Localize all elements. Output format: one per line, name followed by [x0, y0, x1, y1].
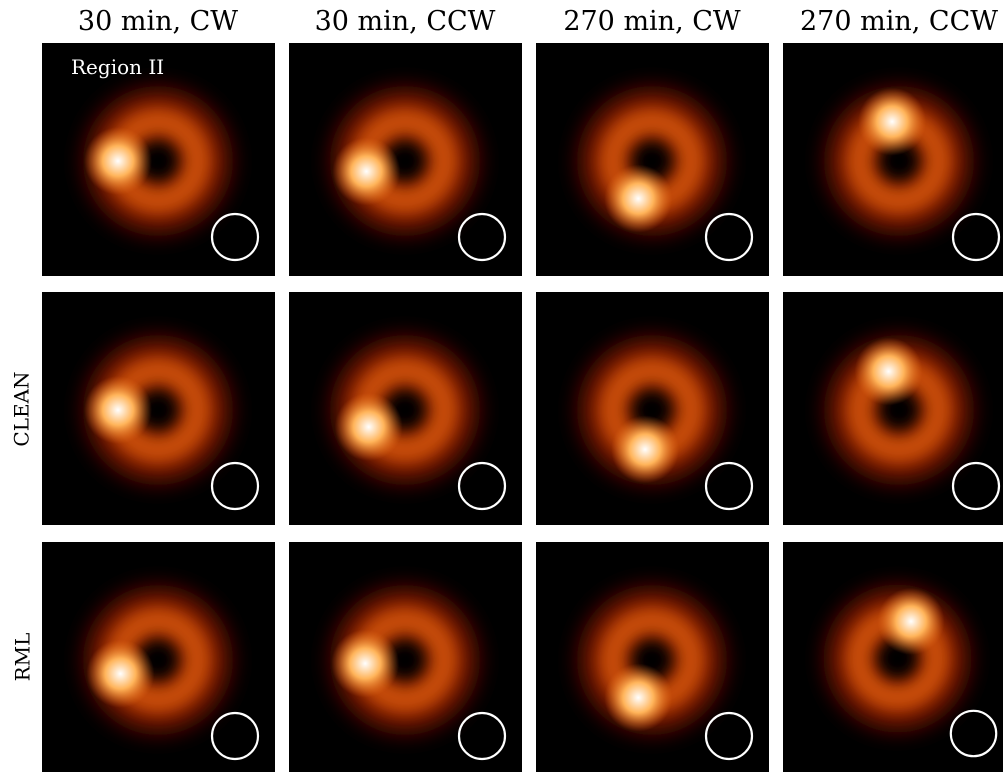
beam-circle	[949, 709, 998, 758]
beam-circle	[210, 711, 260, 761]
image-panel-r1-c1	[289, 292, 522, 525]
image-panel-r0-c1	[289, 43, 522, 276]
image-panel-r0-c3	[783, 43, 1003, 276]
beam-circle	[951, 461, 1001, 511]
ring-image	[824, 86, 1001, 262]
beam-circle	[210, 212, 260, 262]
ring-image	[577, 585, 754, 761]
beam-circle	[457, 461, 507, 511]
image-panel-r2-c2	[536, 542, 769, 772]
ring-image	[577, 335, 754, 511]
ring-image	[823, 584, 998, 758]
row-label-rml: RML	[7, 542, 37, 772]
ring-image	[83, 86, 260, 262]
hotspot	[334, 392, 403, 461]
hotspot	[331, 629, 400, 698]
column-title-30min-cw: 30 min, CW	[77, 6, 239, 37]
hotspot	[86, 639, 155, 708]
column-title-30min-ccw: 30 min, CCW	[314, 6, 496, 37]
hotspot	[84, 127, 152, 195]
beam-circle	[457, 711, 507, 761]
beam-circle	[457, 212, 507, 262]
row-label-clean: CLEAN	[7, 292, 37, 526]
hotspot	[84, 376, 152, 444]
hotspot	[604, 663, 673, 732]
beam-circle	[704, 212, 754, 262]
ring-image	[824, 335, 1001, 511]
ring-image	[577, 86, 754, 262]
ring-image	[330, 335, 507, 511]
beam-circle	[951, 212, 1001, 262]
image-panel-r2-c1	[289, 542, 522, 772]
ring-image	[330, 585, 507, 761]
row-label-clean-text: CLEAN	[10, 371, 35, 447]
image-panel-r2-c3	[783, 542, 1003, 772]
ring-image	[83, 335, 260, 511]
image-panel-r1-c2	[536, 292, 769, 525]
beam-circle	[210, 461, 260, 511]
hotspot	[604, 164, 673, 233]
image-panel-r0-c0	[42, 43, 275, 276]
column-title-270min-cw: 270 min, CW	[563, 6, 741, 37]
hotspot	[858, 87, 927, 156]
region-label: Region II	[71, 55, 165, 79]
image-panel-r2-c0	[42, 542, 275, 772]
hotspot	[877, 587, 945, 655]
beam-circle	[704, 711, 754, 761]
row-label-rml-text: RML	[10, 632, 35, 682]
hotspot	[611, 415, 680, 484]
ring-image	[83, 585, 260, 761]
column-title-270min-ccw: 270 min, CCW	[800, 6, 998, 37]
beam-circle	[704, 461, 754, 511]
image-panel-r1-c0	[42, 292, 275, 525]
hotspot	[854, 337, 923, 406]
hotspot	[332, 137, 401, 206]
image-panel-r0-c2	[536, 43, 769, 276]
ring-image	[330, 86, 507, 262]
image-panel-r1-c3	[783, 292, 1003, 525]
